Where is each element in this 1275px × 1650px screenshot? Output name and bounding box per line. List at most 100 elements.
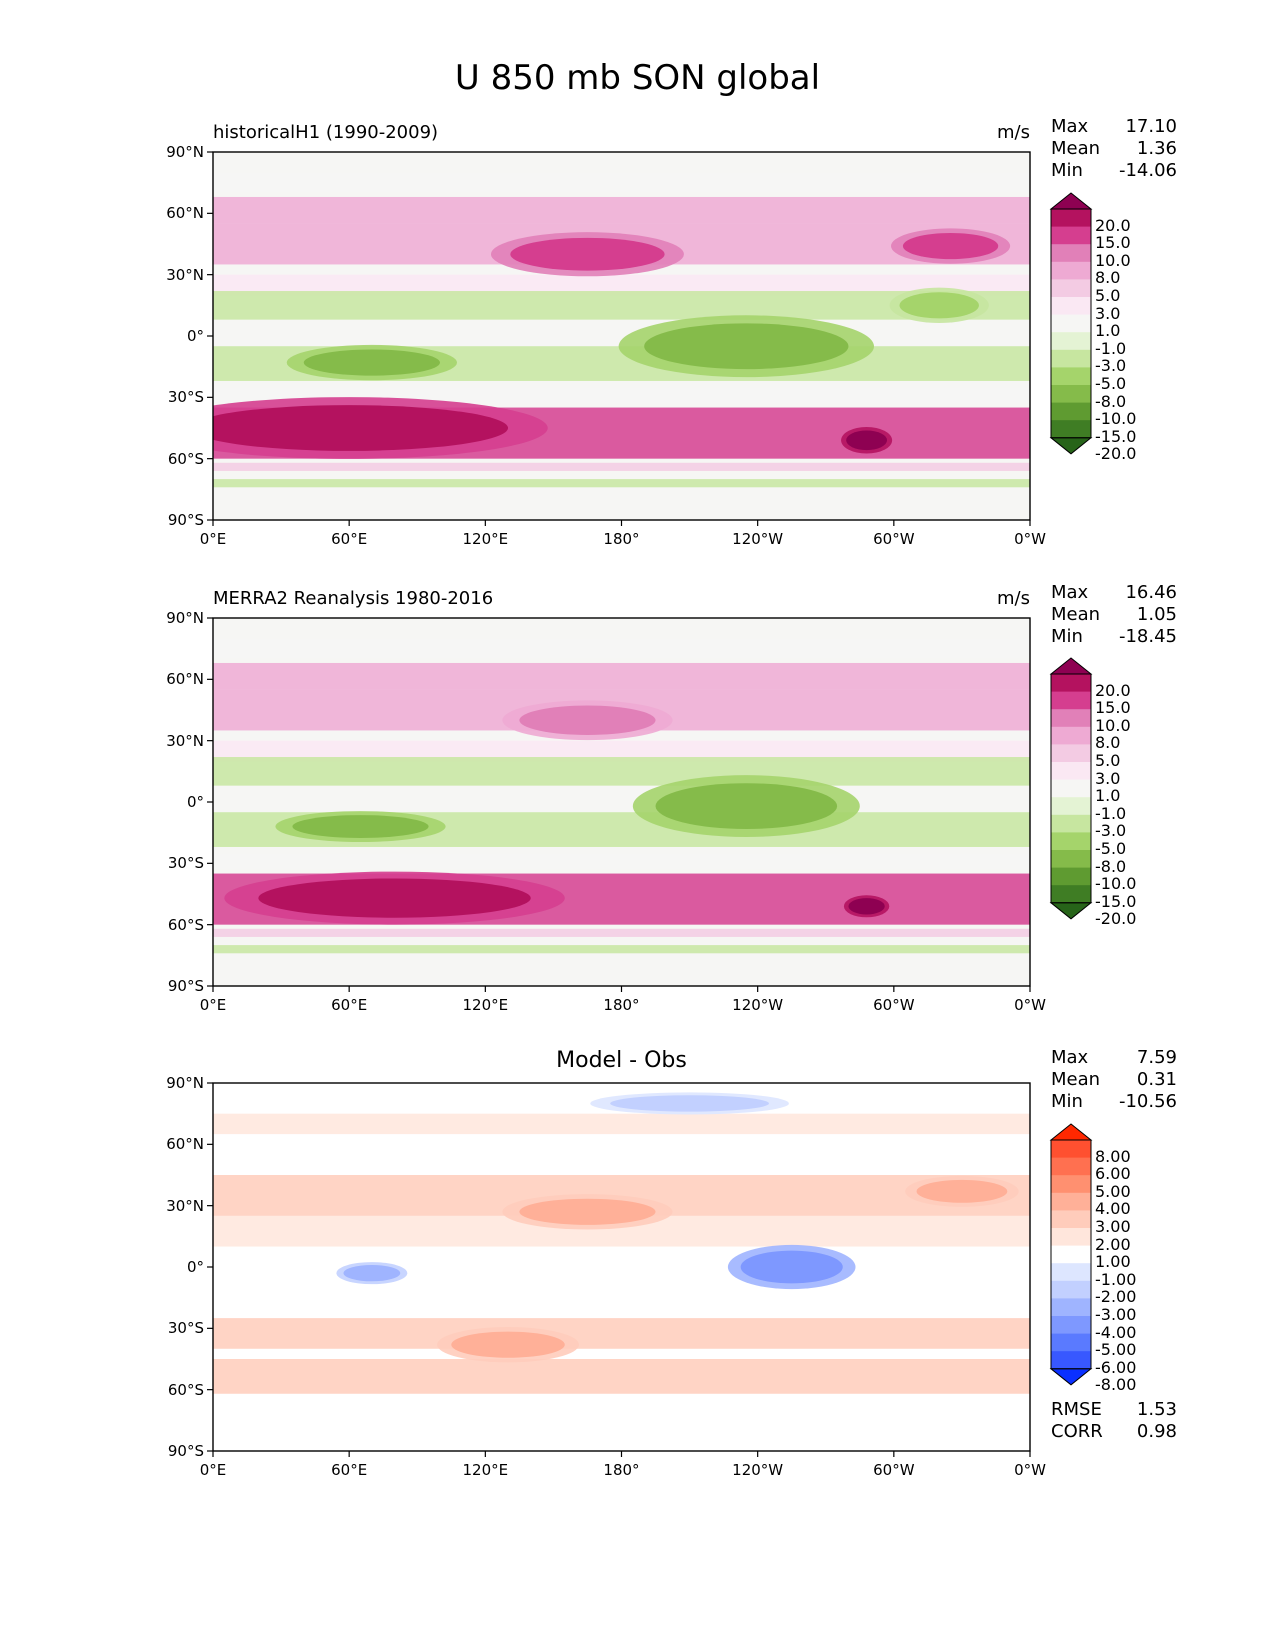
contour-feature	[519, 1198, 656, 1225]
x-tick-label: 180°	[603, 1461, 640, 1479]
colorbar-segment	[1051, 1263, 1091, 1282]
colorbar-segment	[1051, 1228, 1091, 1247]
colorbar-tick-label: 1.00	[1095, 1252, 1131, 1272]
colorbar-segment	[1051, 420, 1091, 439]
colorbar-tick-label: -5.00	[1095, 1340, 1137, 1360]
colorbar-extend-top	[1049, 657, 1093, 675]
x-tick-label: 60°E	[331, 996, 368, 1014]
stat-row: Min -18.45	[1051, 626, 1177, 647]
colorbar-segment	[1051, 867, 1091, 886]
stat-row: Max 16.46	[1051, 582, 1177, 603]
y-tick-label: 90°N	[166, 1074, 204, 1092]
zonal-band	[213, 1359, 1030, 1394]
metric-row: CORR 0.98	[1051, 1421, 1177, 1442]
colorbar-tick-label: -10.0	[1095, 874, 1137, 894]
contour-feature	[343, 1264, 401, 1282]
colorbar-tick-label: 1.0	[1095, 321, 1121, 341]
x-tick-label: 180°	[603, 530, 640, 548]
map-panel-diff	[207, 1082, 1031, 1457]
stat-value: 17.10	[1125, 116, 1177, 137]
colorbar-tick-label: 5.0	[1095, 751, 1121, 770]
y-tick-label: 30°N	[166, 731, 204, 750]
stat-value: -14.06	[1118, 160, 1177, 181]
metric-name: CORR	[1051, 1420, 1103, 1442]
colorbar-segment	[1051, 1245, 1091, 1264]
colorbar-tick-label: 8.0	[1095, 268, 1121, 288]
zonal-band	[213, 740, 1030, 762]
colorbar-extend-bottom	[1049, 1368, 1093, 1386]
zonal-band	[213, 662, 1030, 690]
x-tick-label: 0°E	[199, 1461, 227, 1479]
colorbar-tick-label: -10.0	[1095, 409, 1137, 429]
units-label: m/s	[997, 122, 1030, 143]
colorbar-segment	[1051, 1140, 1091, 1159]
colorbar-segment	[1051, 209, 1091, 228]
zonal-band	[213, 1318, 1030, 1349]
colorbar-segment	[1051, 226, 1091, 245]
y-tick-label: 90°N	[166, 609, 204, 627]
panel-title: MERRA2 Reanalysis 1980-2016	[213, 588, 494, 609]
colorbar-tick-label: 20.0	[1095, 215, 1131, 235]
contour-feature	[510, 237, 665, 271]
x-tick-label: 0°W	[1014, 996, 1046, 1014]
y-tick-label: 30°N	[166, 265, 204, 284]
colorbar-tick-label: -8.0	[1095, 391, 1127, 411]
x-tick-label: 120°E	[462, 996, 509, 1014]
colorbar-tick-label: -5.0	[1095, 374, 1127, 393]
stat-name: Mean	[1051, 604, 1101, 625]
stat-name: Mean	[1051, 1069, 1101, 1090]
contour-feature	[848, 898, 885, 915]
contour-feature	[899, 292, 979, 319]
stat-row: Min -10.56	[1051, 1091, 1177, 1112]
colorbar-tick-label: 4.00	[1095, 1199, 1131, 1219]
colorbar-tick-label: -1.00	[1095, 1269, 1137, 1289]
contour-feature	[451, 1331, 565, 1358]
y-tick-label: 30°S	[167, 388, 204, 407]
zonal-band	[213, 196, 1030, 224]
panel-title: historicalH1 (1990-2009)	[213, 122, 439, 143]
colorbar-segment	[1051, 762, 1091, 781]
colorbar-tick-label: 10.0	[1095, 250, 1131, 270]
colorbar	[1049, 657, 1093, 920]
y-tick-label: 60°N	[166, 1135, 204, 1154]
colorbar-tick-label: -20.0	[1095, 444, 1137, 464]
y-tick-label: 60°S	[167, 915, 204, 934]
contour-feature	[902, 232, 999, 260]
stat-value: 7.59	[1136, 1047, 1177, 1068]
stat-name: Max	[1051, 116, 1089, 137]
colorbar-segment	[1051, 1280, 1091, 1299]
stat-name: Min	[1051, 160, 1083, 181]
colorbar-segment	[1051, 367, 1091, 386]
x-tick-label: 60°W	[873, 1461, 915, 1479]
colorbar-tick-label: 15.0	[1095, 233, 1131, 253]
colorbar-tick-label: 15.0	[1095, 698, 1131, 718]
colorbar-tick-label: -20.0	[1095, 909, 1137, 929]
x-tick-label: 120°W	[732, 530, 784, 548]
stat-row: Min -14.06	[1051, 160, 1177, 181]
y-tick-label: 60°N	[166, 204, 204, 223]
colorbar-segment	[1051, 1157, 1091, 1176]
colorbar-tick-label: 20.0	[1095, 680, 1131, 700]
colorbar-segment	[1051, 779, 1091, 798]
stat-value: 16.46	[1125, 582, 1177, 603]
colorbar-segment	[1051, 279, 1091, 298]
stat-value: 1.36	[1136, 138, 1177, 159]
colorbar-tick-label: -2.00	[1095, 1287, 1137, 1307]
metric-value: 0.98	[1136, 1420, 1177, 1442]
colorbar-segment	[1051, 814, 1091, 833]
zonal-band	[213, 853, 1030, 870]
contour-feature	[213, 405, 508, 451]
colorbar	[1049, 1123, 1093, 1386]
zonal-band	[213, 274, 1030, 296]
colorbar-segment	[1051, 297, 1091, 316]
colorbar-segment	[1051, 1298, 1091, 1317]
metric-row: RMSE 1.53	[1051, 1399, 1177, 1420]
contour-field	[213, 152, 1030, 520]
zonal-band	[213, 945, 1030, 954]
x-tick-label: 60°E	[331, 1461, 368, 1479]
y-tick-label: 90°S	[167, 511, 204, 529]
colorbar-tick-label: 6.00	[1095, 1164, 1131, 1184]
colorbar-tick-label: 5.00	[1095, 1181, 1131, 1201]
metric-name: RMSE	[1051, 1398, 1102, 1420]
colorbar-tick-label: -4.00	[1095, 1322, 1137, 1342]
